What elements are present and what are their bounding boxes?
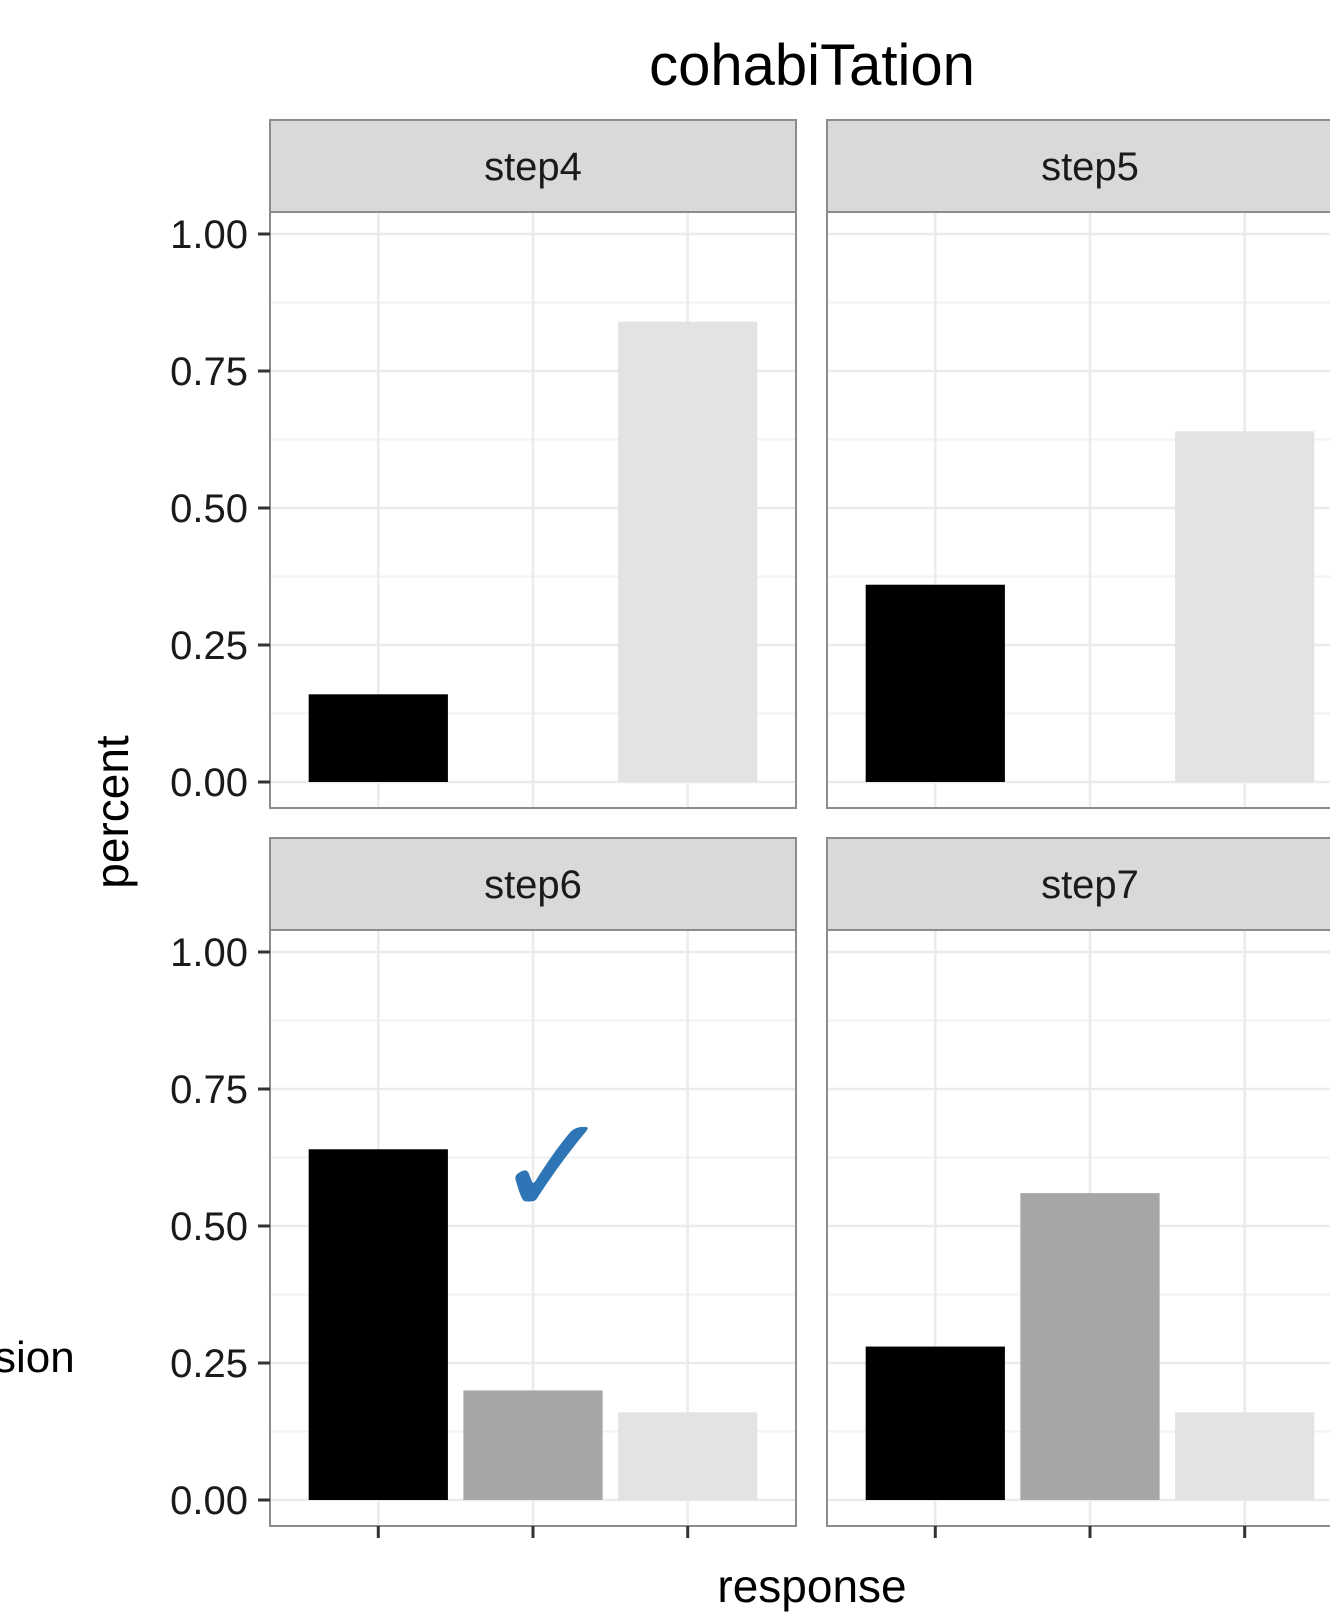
- panel-border: [826, 211, 1330, 809]
- facet-strip: [826, 837, 1330, 931]
- y-tick-label: 0.50: [170, 1205, 248, 1249]
- facet-step6: step6 ✓: [269, 837, 797, 1527]
- bar-step5-cat1: [865, 584, 1005, 782]
- bar-step6-cat2: [463, 1390, 603, 1500]
- facet-strip-label: step5: [1041, 145, 1139, 189]
- x-axis: [376, 1526, 1247, 1538]
- bar-step7-cat2: [1020, 1193, 1160, 1500]
- y-tick-label: 1.00: [170, 931, 248, 975]
- y-tick-label: 0.00: [170, 1479, 248, 1523]
- y-tick-label: 0.25: [170, 1342, 248, 1386]
- bar-step7-cat1: [865, 1346, 1005, 1500]
- y-tick-label: 0.25: [170, 624, 248, 668]
- y-tick-label: 0.75: [170, 1068, 248, 1112]
- x-axis-title: response: [717, 1560, 906, 1612]
- y-tick-label: 1.00: [170, 213, 248, 257]
- facet-step4: step4: [269, 119, 797, 809]
- facet-panels: step4 step5 step6 ✓ step7: [269, 119, 1330, 1527]
- bar-step4-cat3: [618, 321, 758, 782]
- bar-step5-cat3: [1175, 431, 1315, 782]
- facet-strip-label: step4: [484, 145, 582, 189]
- y-tick-label: 0.50: [170, 487, 248, 531]
- legend-title-fragment: sion: [0, 1333, 75, 1382]
- y-axes: 0.00 0.25 0.50 0.75 1.00 0.00 0.25 0.50 0.75 1.00: [170, 213, 270, 1523]
- y-tick-label: 0.00: [170, 761, 248, 805]
- checkmark-icon: ✓: [494, 1088, 611, 1245]
- facet-strip-label: step6: [484, 863, 582, 907]
- facet-strip-label: step7: [1041, 863, 1139, 907]
- y-tick-label: 0.75: [170, 350, 248, 394]
- facet-step7: step7: [826, 837, 1330, 1527]
- facet-strip: [269, 119, 797, 213]
- bar-step6-cat3: [618, 1412, 758, 1500]
- bar-step7-cat3: [1175, 1412, 1315, 1500]
- bar-step4-cat1: [308, 694, 448, 782]
- chart-title: cohabiTation: [649, 33, 975, 98]
- y-axis-title: percent: [86, 735, 138, 889]
- panel-border: [269, 211, 797, 809]
- facet-step5: step5: [826, 119, 1330, 809]
- bar-step6-cat1: [308, 1149, 448, 1500]
